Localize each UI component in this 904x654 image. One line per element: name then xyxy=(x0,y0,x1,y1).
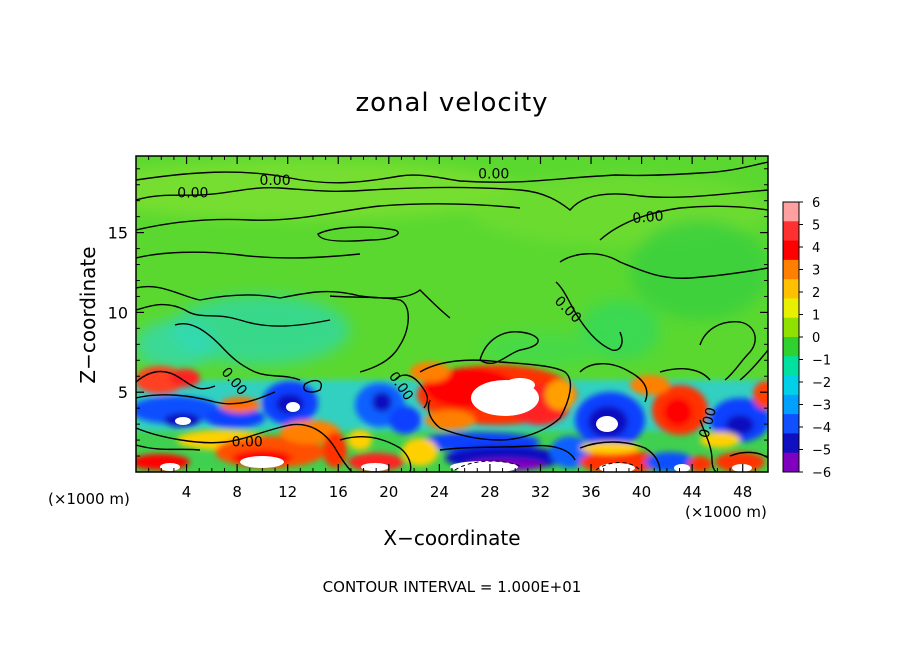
colorbar-tick-label: 5 xyxy=(812,219,820,234)
contour-line xyxy=(394,374,429,409)
x-tick-label: 48 xyxy=(733,483,752,501)
colorbar-swatch xyxy=(783,202,799,222)
contour-label: 0.00 xyxy=(232,435,263,451)
contour-line xyxy=(136,371,216,390)
colorbar-swatch xyxy=(783,414,799,434)
x-tick-label: 12 xyxy=(278,483,297,501)
contour-line xyxy=(136,186,768,211)
x-tick-label: 44 xyxy=(683,483,702,501)
colorbar: 6 5 4 3 2 1 0 −1 −2 −3 −4 −5 −6 xyxy=(782,196,831,481)
negative-contours xyxy=(454,460,641,471)
colorbar-swatch xyxy=(783,394,799,415)
contour-line xyxy=(136,444,201,451)
contour-line xyxy=(136,161,768,184)
colorbar-tick-label: 2 xyxy=(812,286,820,301)
saturated-regions xyxy=(160,378,752,472)
contour-label: 0.00 xyxy=(177,186,208,202)
colorbar-swatch xyxy=(783,279,799,299)
y-tick-label: 15 xyxy=(108,224,128,243)
contour-line xyxy=(559,253,768,279)
x-tick-label: 32 xyxy=(531,483,550,501)
contour-line xyxy=(136,203,521,231)
colorbar-swatch xyxy=(783,356,799,377)
colorbar-swatch xyxy=(783,433,799,454)
contour-line xyxy=(174,323,256,373)
x-tick-label: 24 xyxy=(430,483,449,501)
colorbar-tick-label: 1 xyxy=(812,309,820,324)
contour-line xyxy=(439,444,576,461)
contour-line xyxy=(579,363,648,403)
contour-label: 0.00 xyxy=(632,208,664,227)
colorbar-tick-label: −3 xyxy=(812,399,831,414)
colorbar-tick-label: 0 xyxy=(812,331,820,346)
contour-line xyxy=(136,285,451,319)
x-tick-label: 36 xyxy=(581,483,600,501)
colorbar-tick-label: −4 xyxy=(812,421,831,436)
colorbar-tick-label: 6 xyxy=(812,196,820,211)
colorbar-swatch xyxy=(783,317,799,338)
contour-line xyxy=(579,441,661,472)
colorbar-tick-label: −2 xyxy=(812,376,831,391)
x-tick-label: 8 xyxy=(232,483,242,501)
contour-line xyxy=(136,251,361,259)
contour-label: 0.00 xyxy=(697,406,721,440)
contour-line xyxy=(595,462,641,471)
contour-line xyxy=(729,451,768,459)
colorbar-swatch xyxy=(783,240,799,261)
contour-line xyxy=(254,371,301,381)
colorbar-tick-label: −6 xyxy=(812,466,831,481)
contour-line xyxy=(136,303,331,327)
contour-line xyxy=(599,205,768,241)
x-tick-label: 28 xyxy=(480,483,499,501)
contour-label: 0.00 xyxy=(259,173,290,189)
contour-interval-note: CONTOUR INTERVAL = 1.000E+01 xyxy=(322,578,582,596)
colorbar-tick-label: 4 xyxy=(812,241,820,256)
colorbar-swatch xyxy=(783,221,799,242)
colorbar-swatch xyxy=(783,452,799,473)
y-tick-label: 5 xyxy=(118,383,128,402)
contour-line xyxy=(329,295,409,373)
chart-title: zonal velocity xyxy=(355,88,549,118)
contour-line xyxy=(555,281,623,351)
y-axis: 5 10 15 xyxy=(108,168,768,457)
colorbar-tick-label: −5 xyxy=(812,444,831,459)
contour-line xyxy=(699,321,756,381)
x-axis: 4 8 12 16 20 24 28 32 36 40 44 48 xyxy=(148,156,756,501)
contour-line xyxy=(136,391,276,405)
x-tick-label: 20 xyxy=(379,483,398,501)
x-tick-label: 40 xyxy=(632,483,651,501)
contour-line xyxy=(303,379,322,393)
field-layer xyxy=(136,156,768,472)
contour-line xyxy=(699,419,717,472)
contour-line xyxy=(427,399,441,429)
x-axis-label: X−coordinate xyxy=(383,526,521,550)
contour-line xyxy=(317,226,399,242)
contour-label: 0.00 xyxy=(478,167,509,183)
y-tick-label: 10 xyxy=(108,303,128,322)
zero-contours xyxy=(136,161,768,472)
x-unit-left: (×1000 m) xyxy=(48,490,130,508)
contour-line xyxy=(479,331,539,365)
contour-line xyxy=(339,436,412,472)
contour-line xyxy=(136,423,353,472)
contour-line xyxy=(739,349,768,381)
x-tick-label: 16 xyxy=(329,483,348,501)
contour-line xyxy=(659,368,711,381)
colorbar-tick-label: 3 xyxy=(812,264,820,279)
contour-line xyxy=(419,359,572,441)
x-tick-label: 4 xyxy=(182,483,192,501)
x-unit-right: (×1000 m) xyxy=(685,503,767,521)
colorbar-swatch xyxy=(783,259,799,280)
colorbar-swatch xyxy=(783,298,799,319)
colorbar-tick-label: −1 xyxy=(812,354,831,369)
colorbar-swatch xyxy=(783,337,799,357)
colorbar-swatch xyxy=(783,375,799,396)
